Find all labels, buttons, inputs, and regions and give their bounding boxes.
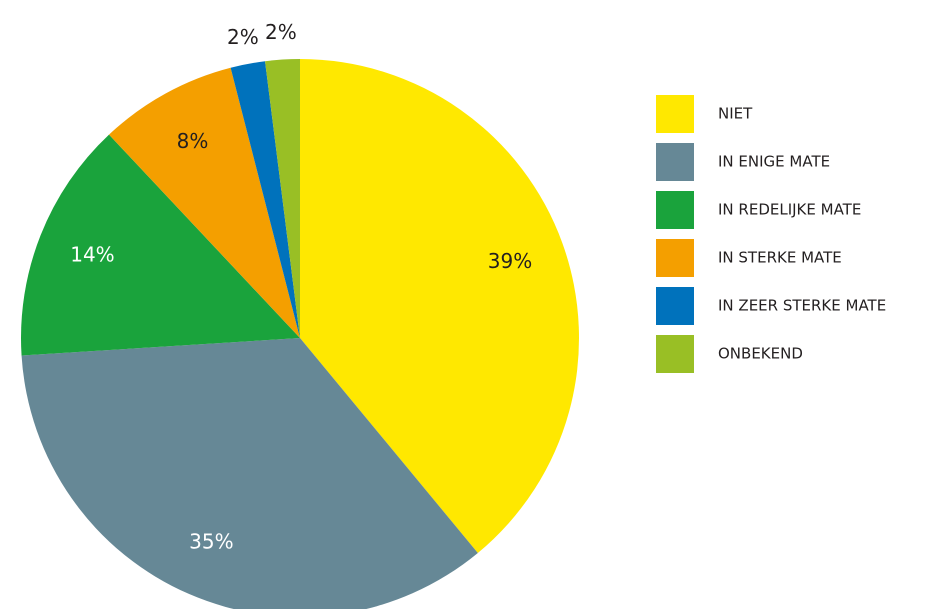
pie-slice	[109, 67, 301, 339]
legend-swatch	[656, 287, 694, 325]
slice-label: 8%	[177, 129, 209, 153]
legend-label: ONBEKEND	[718, 345, 803, 363]
legend-swatch	[656, 191, 694, 229]
legend-swatch	[656, 95, 694, 133]
legend-label: IN REDELIJKE MATE	[718, 201, 861, 219]
pie-slice	[21, 338, 478, 609]
pie-slice	[300, 59, 579, 553]
legend-swatch	[656, 143, 694, 181]
slice-label: 14%	[70, 242, 114, 266]
slice-label: 39%	[488, 249, 532, 273]
slice-label: 35%	[189, 529, 233, 553]
legend-label: IN ENIGE MATE	[718, 153, 830, 171]
legend-label: NIET	[718, 105, 753, 123]
legend-label: IN STERKE MATE	[718, 249, 842, 267]
pie-slice	[230, 61, 300, 338]
legend-swatch	[656, 335, 694, 373]
pie-slice	[21, 134, 301, 356]
legend-label: IN ZEER STERKE MATE	[718, 297, 886, 315]
pie-slice	[265, 59, 300, 338]
slice-label: 2%	[265, 20, 297, 44]
legend-swatch	[656, 239, 694, 277]
slice-label: 2%	[227, 25, 259, 49]
